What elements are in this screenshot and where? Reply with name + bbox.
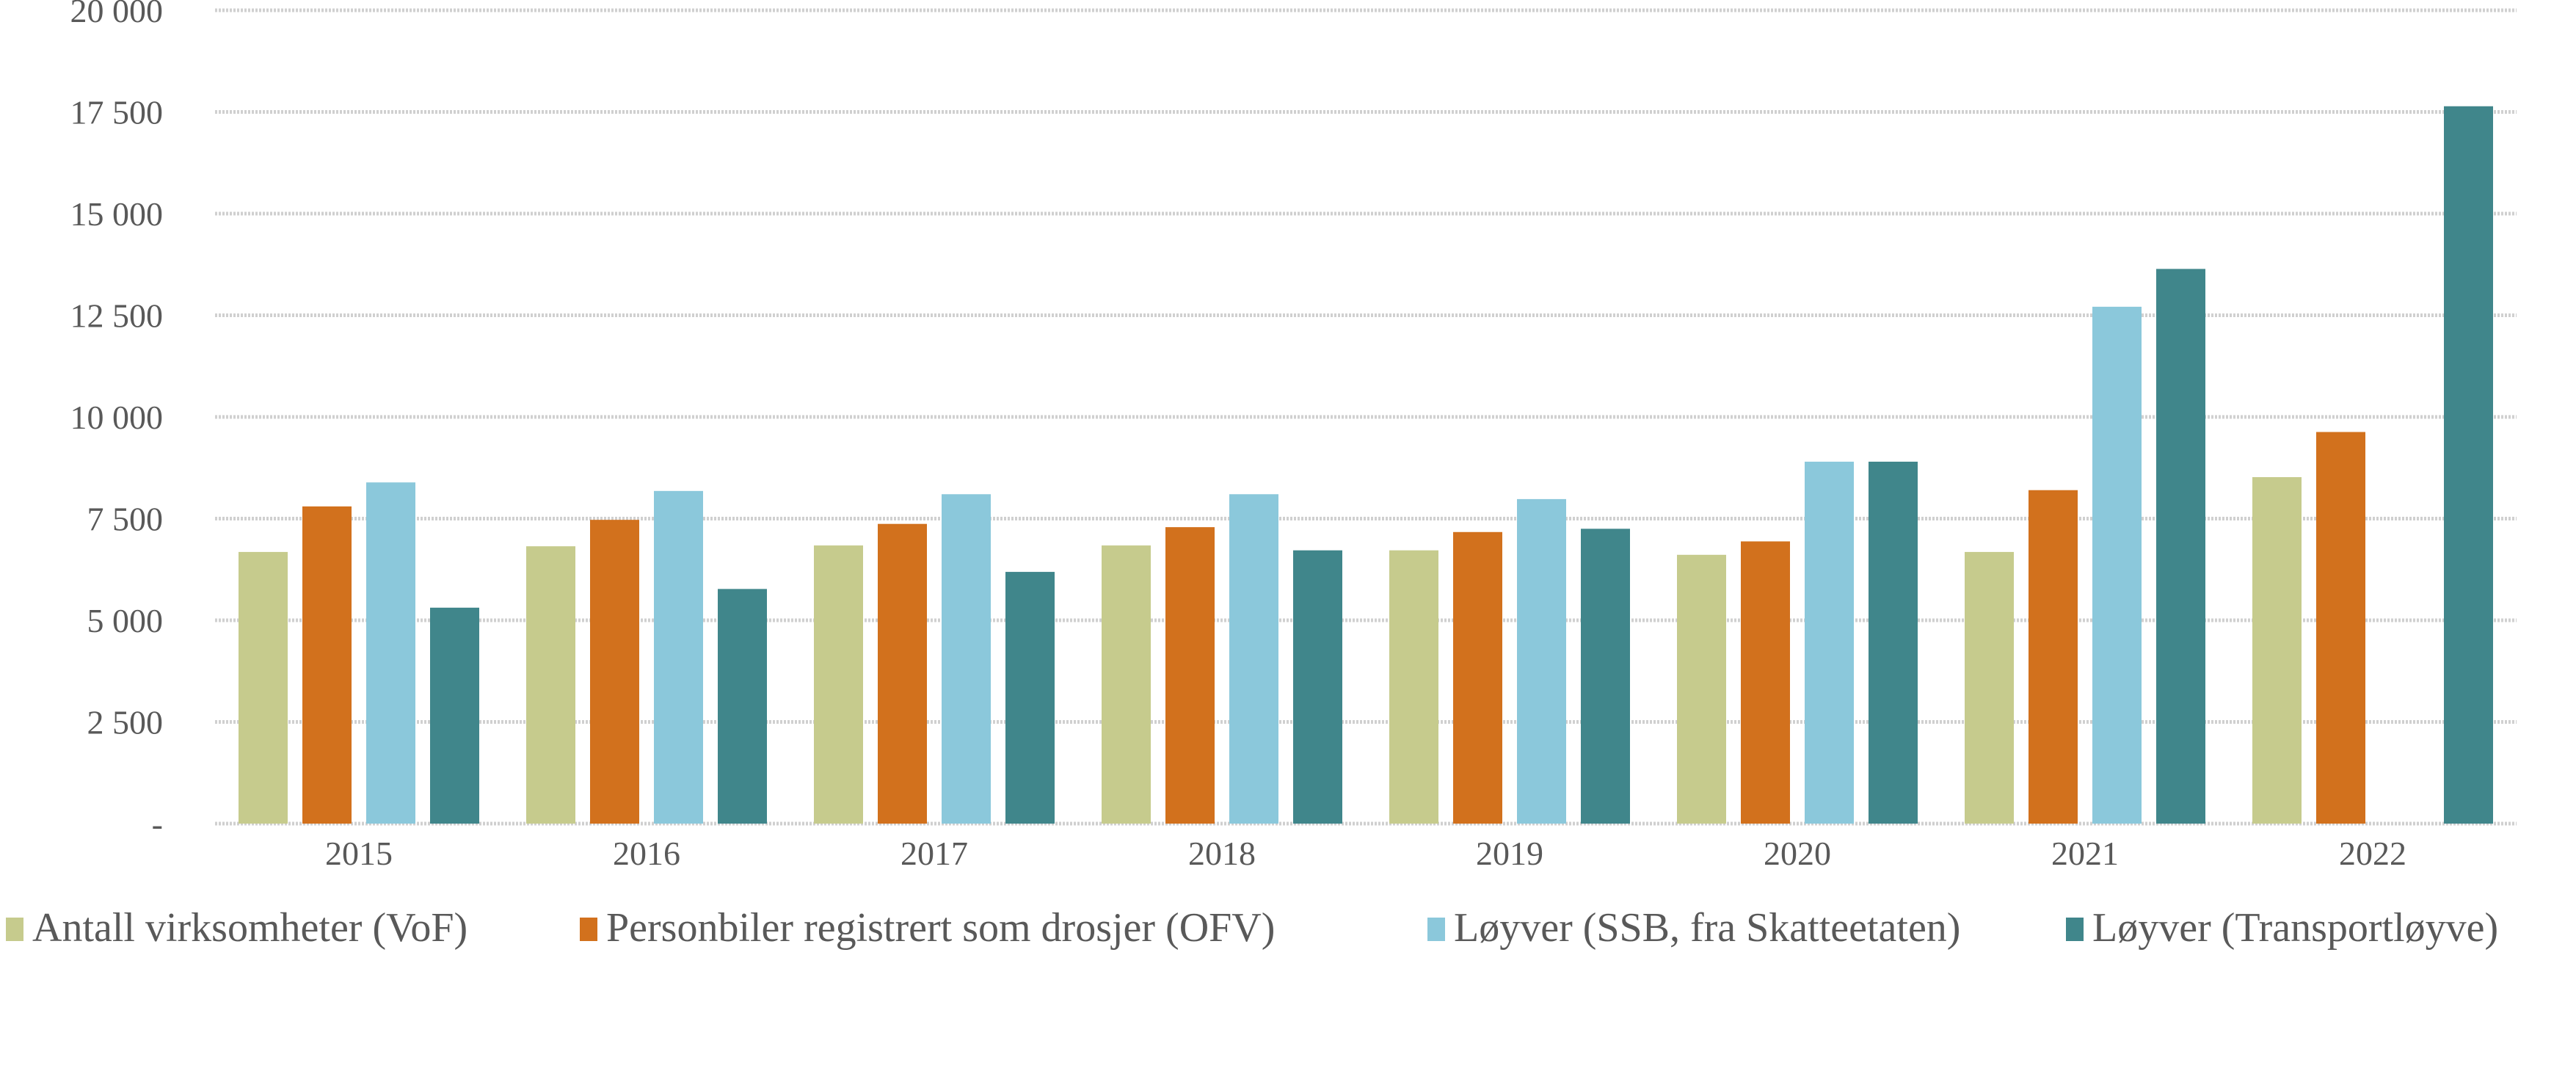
y-tick-label: 7 500 bbox=[87, 501, 164, 538]
bar-2019-series-1 bbox=[1389, 550, 1438, 824]
y-tick-label: 15 000 bbox=[70, 195, 164, 233]
bar-2021-series-1 bbox=[1965, 551, 2014, 824]
bar-2016-series-4 bbox=[718, 589, 767, 824]
bar-2015-series-3 bbox=[366, 482, 415, 824]
bar-2021-series-3 bbox=[2092, 306, 2142, 824]
legend-label: Løyver (Transportløyve) bbox=[2092, 905, 2498, 951]
legend-swatch bbox=[1427, 918, 1445, 941]
bar-2018-series-2 bbox=[1165, 527, 1215, 824]
y-tick-label: 17 500 bbox=[70, 94, 164, 131]
legend-swatch bbox=[2066, 918, 2084, 941]
bar-2016-series-1 bbox=[526, 546, 575, 824]
legend-label: Antall virksomheter (VoF) bbox=[32, 905, 467, 951]
bar-2017-series-4 bbox=[1005, 572, 1055, 824]
x-tick-label: 2020 bbox=[1764, 835, 1831, 872]
bar-2022-series-1 bbox=[2252, 476, 2302, 824]
x-tick-label: 2015 bbox=[325, 835, 393, 872]
y-axis-ticks: - 2 500 5 000 7 500 10 000 12 500 15 000 17 500… bbox=[70, 0, 164, 843]
bar-2017-series-2 bbox=[878, 523, 927, 824]
bar-2016-series-3 bbox=[654, 490, 703, 824]
x-tick-label: 2022 bbox=[2339, 835, 2406, 872]
bar-2018-series-1 bbox=[1102, 545, 1151, 824]
bar-2021-series-4 bbox=[2156, 269, 2205, 824]
bar-2018-series-3 bbox=[1229, 494, 1278, 824]
bar-2019-series-2 bbox=[1453, 531, 1502, 824]
bar-2019-series-3 bbox=[1517, 498, 1566, 824]
bar-2017-series-1 bbox=[814, 545, 863, 824]
legend-swatch bbox=[6, 918, 23, 941]
bar-2020-series-1 bbox=[1677, 554, 1726, 824]
bar-2022-series-4 bbox=[2444, 106, 2493, 824]
x-tick-label: 2018 bbox=[1188, 835, 1256, 872]
y-tick-label: 2 500 bbox=[87, 704, 164, 741]
bar-2017-series-3 bbox=[942, 494, 991, 824]
legend-swatch bbox=[580, 918, 597, 941]
bar-2015-series-2 bbox=[302, 506, 352, 824]
bars bbox=[239, 106, 2493, 824]
y-tick-label: 5 000 bbox=[87, 602, 164, 639]
y-tick-label: 20 000 bbox=[70, 0, 164, 29]
x-tick-label: 2021 bbox=[2051, 835, 2119, 872]
y-tick-label: - bbox=[152, 805, 163, 843]
x-tick-label: 2016 bbox=[613, 835, 680, 872]
bar-2020-series-3 bbox=[1805, 461, 1854, 824]
bar-2016-series-2 bbox=[590, 520, 639, 824]
legend-label: Løyver (SSB, fra Skatteetaten) bbox=[1454, 905, 1960, 951]
bar-2022-series-2 bbox=[2316, 432, 2365, 824]
x-tick-label: 2017 bbox=[900, 835, 968, 872]
bar-2015-series-1 bbox=[239, 551, 288, 824]
legend-label: Personbiler registrert som drosjer (OFV) bbox=[606, 905, 1275, 951]
bar-2021-series-2 bbox=[2029, 490, 2078, 824]
legend: Antall virksomheter (VoF) Personbiler reg… bbox=[6, 905, 2498, 951]
y-tick-label: 12 500 bbox=[70, 297, 164, 335]
bar-2019-series-4 bbox=[1581, 529, 1630, 824]
x-axis-ticks: 2015 2016 2017 2018 2019 2020 2021 2022 bbox=[325, 835, 2406, 872]
bar-2020-series-2 bbox=[1741, 541, 1790, 824]
bar-2020-series-4 bbox=[1869, 461, 1918, 824]
bar-2015-series-4 bbox=[430, 607, 479, 824]
x-tick-label: 2019 bbox=[1476, 835, 1543, 872]
y-tick-label: 10 000 bbox=[70, 399, 164, 436]
bar-2018-series-4 bbox=[1293, 550, 1342, 824]
